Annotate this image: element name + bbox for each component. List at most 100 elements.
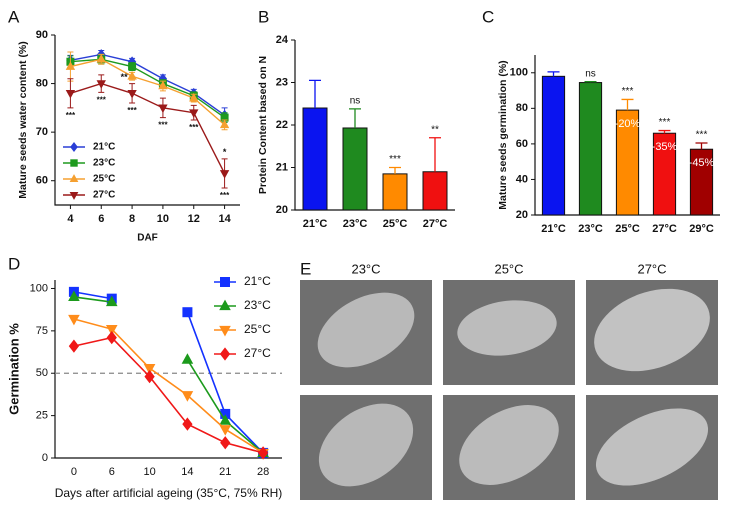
legend-label: 27°C	[93, 190, 115, 201]
y-axis-label: Mature seeds germination (%)	[497, 60, 509, 209]
axis	[54, 35, 240, 206]
x-tick-label: 21°C	[303, 218, 328, 230]
significance-label: ***	[66, 111, 76, 120]
marker	[181, 391, 194, 402]
error-bar	[349, 108, 361, 128]
legend-label: 27°C	[244, 346, 271, 360]
y-axis-label: Germination %	[6, 323, 21, 415]
marker	[128, 62, 137, 71]
marker	[105, 325, 118, 336]
error-bar	[584, 81, 597, 83]
marker	[68, 290, 80, 302]
significance-label: ***	[389, 154, 401, 165]
micrograph	[300, 395, 432, 500]
y-tick-label: 22	[276, 119, 288, 131]
x-tick-label: 12	[188, 213, 200, 225]
micrograph	[300, 280, 432, 385]
micrograph-panel: E 23°C 25°C 27°C	[300, 259, 718, 500]
y-tick-label: 20	[516, 209, 528, 221]
legend-label: 21°C	[93, 142, 115, 153]
marker	[219, 119, 230, 129]
legend-marker	[69, 191, 79, 200]
x-tick-label: 6	[109, 466, 115, 478]
legend-marker	[220, 277, 230, 287]
panel-label: D	[8, 254, 20, 273]
series-line	[70, 82, 226, 174]
marker	[158, 80, 168, 90]
error-bar	[309, 79, 321, 108]
y-tick-label: 75	[36, 325, 48, 337]
y-tick-label: 100	[510, 67, 528, 79]
panel-label: E	[300, 259, 311, 278]
marker	[106, 330, 117, 345]
y-axis-label: Mature seeds water content (%)	[17, 41, 29, 199]
x-tick-label: 28	[257, 466, 269, 478]
x-tick-label: 0	[71, 466, 77, 478]
legend-marker	[219, 325, 231, 337]
micrograph	[586, 280, 718, 385]
significance-label: ***	[97, 95, 107, 104]
x-tick-label: 10	[143, 466, 155, 478]
marker	[182, 307, 193, 318]
y-tick-label: 0	[42, 452, 48, 464]
series-line	[73, 296, 264, 454]
x-tick-label: 25°C	[615, 223, 640, 235]
significance-label: ***	[189, 123, 199, 132]
bar	[541, 75, 566, 216]
x-axis-label: DAF	[137, 233, 158, 244]
legend-label: 23°C	[93, 158, 115, 169]
marker	[219, 425, 232, 436]
bar-label: -45%	[689, 157, 715, 169]
legend-marker	[70, 159, 78, 167]
marker	[181, 353, 194, 364]
series-line	[73, 336, 264, 454]
y-tick-label: 80	[36, 77, 48, 89]
significance-label: ***	[696, 130, 708, 141]
marker	[158, 104, 168, 114]
significance-label: ***	[622, 86, 634, 97]
significance-label: ***	[220, 191, 230, 200]
x-tick-label: 25°C	[383, 218, 408, 230]
error-bar	[429, 137, 441, 172]
marker	[182, 417, 193, 431]
legend-marker	[219, 347, 231, 361]
x-tick-label: 4	[67, 213, 74, 225]
legend-label: 23°C	[244, 298, 271, 312]
panel-label: A	[8, 7, 20, 26]
y-tick-label: 40	[516, 173, 528, 185]
marker	[96, 80, 106, 89]
legend-label: 25°C	[244, 322, 271, 336]
x-tick-label: 10	[157, 213, 169, 225]
error-bar	[389, 166, 401, 174]
y-tick-label: 70	[36, 126, 48, 138]
series-line	[73, 318, 264, 454]
marker	[219, 170, 230, 179]
marker	[189, 92, 199, 102]
series-line	[70, 58, 226, 126]
bar-label: -20%	[615, 118, 641, 130]
y-axis-label: Protein Content based on N	[257, 56, 269, 194]
micrograph	[443, 280, 575, 385]
marker	[220, 436, 231, 450]
x-tick-label: 21°C	[541, 223, 566, 235]
significance-label: **	[431, 124, 439, 135]
y-tick-label: 23	[276, 76, 288, 88]
column-title: 23°C	[351, 261, 380, 276]
legend-marker	[70, 142, 78, 152]
y-tick-label: 21	[276, 161, 288, 173]
x-tick-label: 27°C	[652, 223, 677, 235]
x-tick-label: 23°C	[578, 223, 603, 235]
significance-label: *	[223, 147, 227, 157]
error-bar	[658, 129, 671, 134]
column-title: 27°C	[637, 261, 666, 276]
y-tick-label: 25	[36, 410, 48, 422]
x-tick-label: 14	[218, 213, 231, 225]
significance-label: ns	[585, 68, 596, 79]
x-tick-label: 6	[98, 213, 104, 225]
x-tick-label: 14	[181, 466, 193, 478]
error-bar	[621, 98, 634, 111]
significance-label: **	[121, 72, 129, 82]
y-tick-label: 100	[30, 282, 48, 294]
marker	[127, 89, 137, 99]
